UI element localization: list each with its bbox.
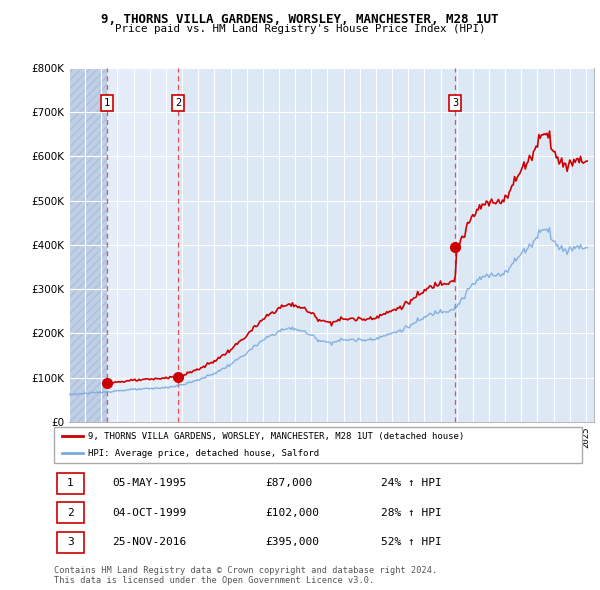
Text: 24% ↑ HPI: 24% ↑ HPI <box>382 478 442 488</box>
Text: 3: 3 <box>452 99 458 108</box>
Text: 05-MAY-1995: 05-MAY-1995 <box>112 478 187 488</box>
Text: 9, THORNS VILLA GARDENS, WORSLEY, MANCHESTER, M28 1UT: 9, THORNS VILLA GARDENS, WORSLEY, MANCHE… <box>101 13 499 26</box>
Text: 25-NOV-2016: 25-NOV-2016 <box>112 537 187 547</box>
Text: 1: 1 <box>104 99 110 108</box>
Text: Contains HM Land Registry data © Crown copyright and database right 2024.
This d: Contains HM Land Registry data © Crown c… <box>54 566 437 585</box>
Text: 2: 2 <box>67 508 74 517</box>
Text: 3: 3 <box>67 537 74 547</box>
Text: £87,000: £87,000 <box>265 478 313 488</box>
FancyBboxPatch shape <box>54 427 582 463</box>
Text: 1: 1 <box>67 478 74 488</box>
Text: 28% ↑ HPI: 28% ↑ HPI <box>382 508 442 517</box>
Text: 2: 2 <box>175 99 181 108</box>
Text: 9, THORNS VILLA GARDENS, WORSLEY, MANCHESTER, M28 1UT (detached house): 9, THORNS VILLA GARDENS, WORSLEY, MANCHE… <box>88 432 464 441</box>
Text: HPI: Average price, detached house, Salford: HPI: Average price, detached house, Salf… <box>88 449 319 458</box>
Text: 52% ↑ HPI: 52% ↑ HPI <box>382 537 442 547</box>
Text: 04-OCT-1999: 04-OCT-1999 <box>112 508 187 517</box>
Text: Price paid vs. HM Land Registry's House Price Index (HPI): Price paid vs. HM Land Registry's House … <box>115 24 485 34</box>
FancyBboxPatch shape <box>56 532 84 553</box>
Text: £395,000: £395,000 <box>265 537 319 547</box>
Text: £102,000: £102,000 <box>265 508 319 517</box>
FancyBboxPatch shape <box>56 473 84 494</box>
FancyBboxPatch shape <box>56 502 84 523</box>
